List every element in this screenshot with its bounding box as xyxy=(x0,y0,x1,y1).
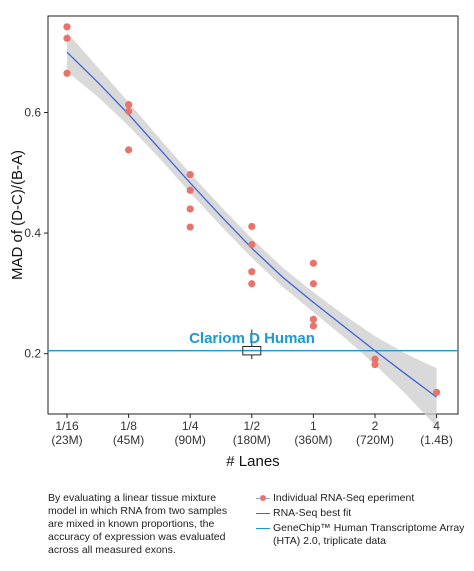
axis-layer: 0.2 0.4 0.6 1/16(23M) 1/8(45M) 1/4(90M) 1/2(18… xyxy=(24,105,453,447)
data-point xyxy=(309,280,317,288)
data-point xyxy=(248,222,256,231)
data-point xyxy=(63,69,71,77)
data-point xyxy=(371,355,379,363)
x-tick-label: 1/16 xyxy=(55,419,79,433)
data-point xyxy=(63,34,71,42)
data-point xyxy=(248,240,256,249)
y-axis-title: MAD of (D-C)/(B-A) xyxy=(9,150,26,280)
y-tick-label: 0.4 xyxy=(24,226,41,240)
data-point xyxy=(248,268,256,276)
data-point xyxy=(125,146,133,154)
chart: 0.2 0.4 0.6 1/16(23M) 1/8(45M) 1/4(90M) 1/2(18… xyxy=(9,15,459,470)
fit-confidence-band xyxy=(67,32,437,427)
x-tick-sublabel: (720M) xyxy=(356,433,394,447)
plot-border xyxy=(47,15,459,415)
data-point xyxy=(125,107,133,115)
data-point xyxy=(186,205,194,213)
x-tick-sublabel: (45M) xyxy=(113,433,144,447)
x-tick-sublabel: (180M) xyxy=(233,433,271,447)
x-tick-sublabel: (90M) xyxy=(175,433,206,447)
x-tick-label: 1/2 xyxy=(243,419,260,433)
legend: Individual RNA-Seq eperiment RNA-Seq bes… xyxy=(256,492,471,550)
x-tick-label: 1/4 xyxy=(182,419,199,433)
data-point xyxy=(186,186,194,194)
data-point xyxy=(309,315,317,323)
point-layer xyxy=(63,23,441,396)
x-axis-title: # Lanes xyxy=(226,453,279,470)
x-tick-label: 4 xyxy=(433,419,440,433)
legend-dot-icon xyxy=(256,492,270,505)
confidence-band xyxy=(67,32,437,427)
data-point xyxy=(433,388,441,396)
legend-hline-icon xyxy=(256,522,270,535)
data-point xyxy=(186,223,194,231)
legend-line-icon xyxy=(256,507,270,520)
data-point xyxy=(309,259,317,267)
x-tick-label: 2 xyxy=(372,419,379,433)
data-point xyxy=(248,280,256,288)
y-tick-label: 0.6 xyxy=(24,105,41,119)
x-tick-label: 1/8 xyxy=(120,419,137,433)
y-tick-label: 0.2 xyxy=(24,347,41,361)
legend-label-fit: RNA-Seq best fit xyxy=(273,507,352,519)
data-point xyxy=(309,322,317,330)
reference-annotation: Clariom D Human xyxy=(189,330,315,347)
x-tick-sublabel: (23M) xyxy=(51,433,82,447)
data-point xyxy=(186,170,194,179)
data-point xyxy=(63,23,71,31)
data-point xyxy=(125,101,133,109)
legend-item-fit: RNA-Seq best fit xyxy=(256,507,471,520)
x-tick-sublabel: (360M) xyxy=(294,433,332,447)
x-tick-sublabel: (1.4B) xyxy=(420,433,453,447)
x-tick-label: 1 xyxy=(310,419,317,433)
legend-item-reference: GeneChip™ Human Transcriptome Array (HTA… xyxy=(256,522,471,548)
legend-label-points: Individual RNA-Seq eperiment xyxy=(273,492,415,504)
legend-item-points: Individual RNA-Seq eperiment xyxy=(256,492,471,505)
reference-layer xyxy=(48,329,458,360)
legend-label-reference: GeneChip™ Human Transcriptome Array (HTA… xyxy=(273,522,465,547)
plot-panel xyxy=(47,15,459,415)
data-point xyxy=(371,360,379,369)
figure-caption: By evaluating a linear tissue mixture mo… xyxy=(48,492,228,556)
